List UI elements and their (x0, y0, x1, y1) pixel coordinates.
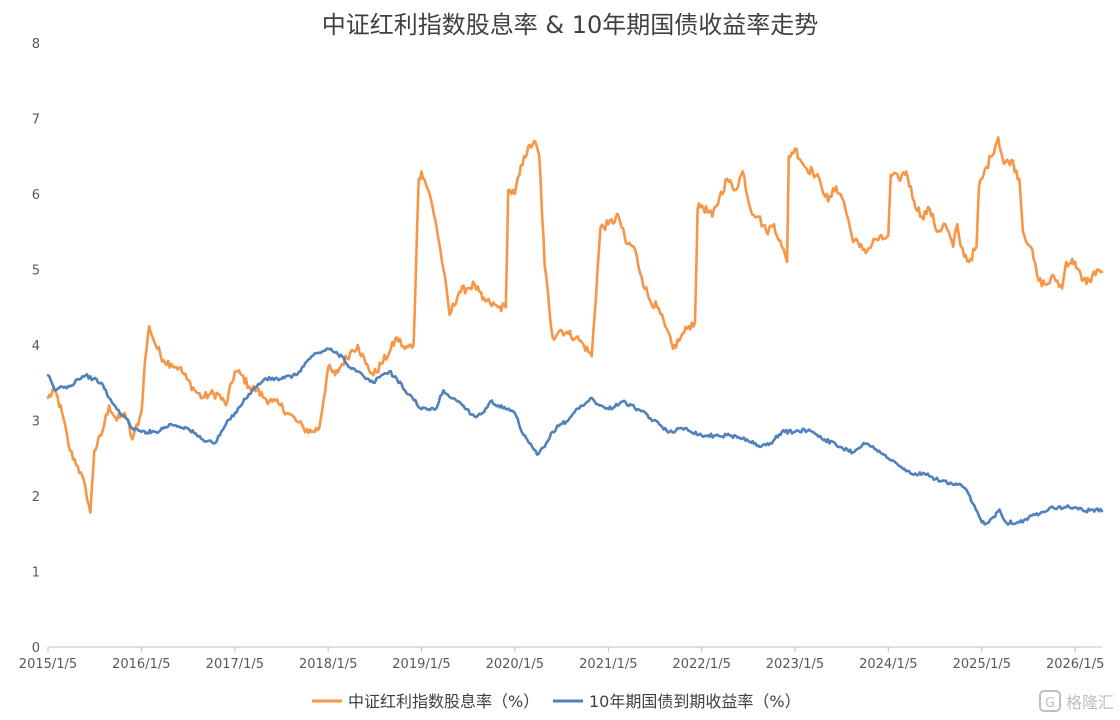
legend-label-0: 中证红利指数股息率（%） (348, 692, 539, 711)
y-tick-label: 5 (32, 264, 40, 279)
y-tick-label: 8 (32, 37, 40, 52)
x-tick-label: 2017/1/5 (206, 657, 264, 672)
y-tick-label: 4 (32, 339, 40, 354)
x-tick-label: 2016/1/5 (112, 657, 170, 672)
y-axis: 0 1 2 3 4 5 6 7 8 (32, 37, 40, 656)
watermark: G 格隆汇 (1039, 690, 1114, 712)
x-axis: 2015/1/5 2016/1/5 2017/1/5 2018/1/5 2019/1/5… (19, 646, 1104, 672)
series-line-1 (46, 347, 1104, 526)
y-tick-label: 6 (32, 188, 40, 203)
y-tick-label: 0 (32, 641, 40, 656)
y-tick-label: 1 (32, 566, 40, 581)
watermark-text: 格隆汇 (1066, 693, 1114, 712)
x-tick-label: 2022/1/5 (672, 657, 730, 672)
x-tick-label: 2019/1/5 (392, 657, 450, 672)
y-tick-label: 2 (32, 490, 40, 505)
y-tick-label: 3 (32, 415, 40, 430)
x-tick-label: 2020/1/5 (486, 657, 544, 672)
watermark-logo-icon (1039, 690, 1061, 712)
legend-label-1: 10年期国债到期收益率（%） (589, 692, 801, 711)
x-tick-label: 2026/1/5 (1046, 657, 1104, 672)
plot-area (46, 136, 1104, 526)
series-line-0 (46, 136, 1104, 514)
x-tick-label: 2015/1/5 (19, 657, 77, 672)
x-tick-label: 2025/1/5 (953, 657, 1011, 672)
y-tick-label: 7 (32, 113, 40, 128)
x-tick-label: 2024/1/5 (859, 657, 917, 672)
legend: 中证红利指数股息率（%） 10年期国债到期收益率（%） (312, 692, 801, 711)
x-tick-label: 2023/1/5 (766, 657, 824, 672)
x-tick-label: 2021/1/5 (579, 657, 637, 672)
x-tick-label: 2018/1/5 (299, 657, 357, 672)
chart-title: 中证红利指数股息率 & 10年期国债收益率走势 (322, 11, 819, 39)
watermark-logo-glyph: G (1045, 696, 1055, 711)
